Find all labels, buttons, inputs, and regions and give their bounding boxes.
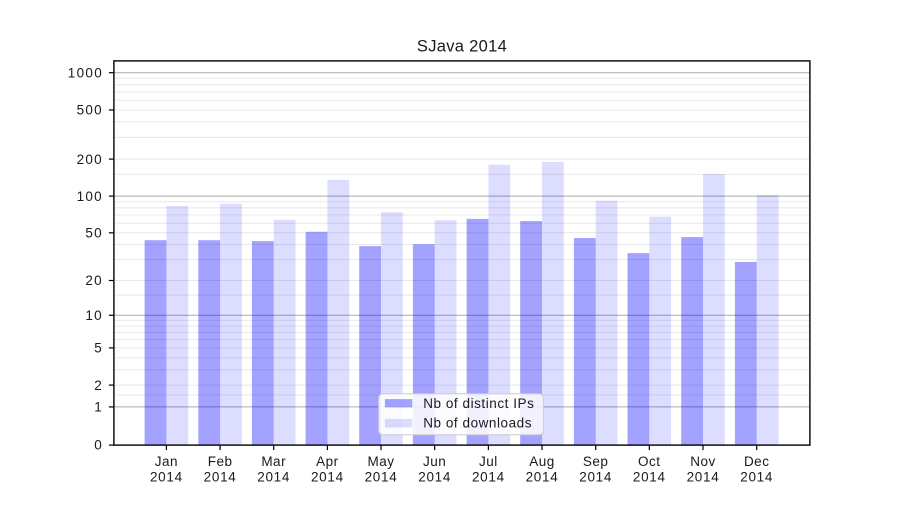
svg-text:1000: 1000 bbox=[68, 65, 103, 80]
svg-text:2014: 2014 bbox=[150, 470, 183, 485]
svg-text:5: 5 bbox=[94, 341, 103, 356]
svg-text:Feb: Feb bbox=[208, 454, 233, 469]
svg-text:1: 1 bbox=[94, 400, 103, 415]
svg-text:Nb of distinct IPs: Nb of distinct IPs bbox=[423, 396, 534, 411]
svg-text:SJava 2014: SJava 2014 bbox=[417, 38, 507, 56]
svg-text:2014: 2014 bbox=[633, 470, 666, 485]
svg-text:2014: 2014 bbox=[740, 470, 773, 485]
svg-text:2014: 2014 bbox=[418, 470, 451, 485]
svg-text:2014: 2014 bbox=[204, 470, 237, 485]
svg-text:500: 500 bbox=[77, 103, 103, 118]
svg-text:2014: 2014 bbox=[526, 470, 559, 485]
svg-text:2014: 2014 bbox=[257, 470, 290, 485]
svg-text:Jul: Jul bbox=[479, 454, 498, 469]
svg-text:Mar: Mar bbox=[261, 454, 286, 469]
svg-text:Oct: Oct bbox=[638, 454, 661, 469]
svg-text:Dec: Dec bbox=[744, 454, 770, 469]
svg-text:2014: 2014 bbox=[472, 470, 505, 485]
svg-text:Nov: Nov bbox=[690, 454, 716, 469]
svg-text:2014: 2014 bbox=[687, 470, 720, 485]
svg-text:20: 20 bbox=[85, 273, 103, 288]
svg-text:Jun: Jun bbox=[423, 454, 446, 469]
svg-text:2014: 2014 bbox=[365, 470, 398, 485]
svg-text:Jan: Jan bbox=[155, 454, 178, 469]
svg-text:50: 50 bbox=[85, 226, 103, 241]
svg-text:May: May bbox=[367, 454, 394, 469]
svg-text:Aug: Aug bbox=[529, 454, 555, 469]
svg-text:Sep: Sep bbox=[583, 454, 609, 469]
svg-text:Nb of downloads: Nb of downloads bbox=[423, 416, 532, 431]
svg-text:10: 10 bbox=[85, 308, 103, 323]
svg-text:0: 0 bbox=[94, 437, 103, 452]
svg-text:2: 2 bbox=[94, 378, 103, 393]
svg-text:2014: 2014 bbox=[311, 470, 344, 485]
svg-text:200: 200 bbox=[77, 152, 103, 167]
svg-text:2014: 2014 bbox=[579, 470, 612, 485]
svg-text:Apr: Apr bbox=[316, 454, 339, 469]
svg-text:100: 100 bbox=[77, 189, 103, 204]
